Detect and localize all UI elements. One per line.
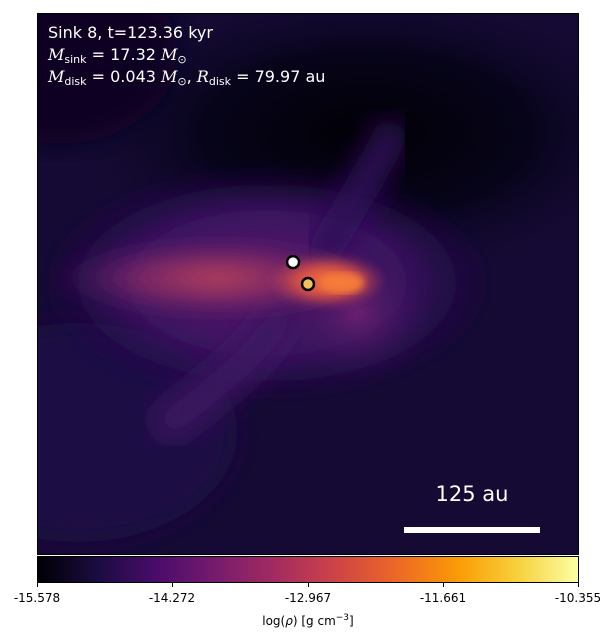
density-map-panel: Sink 8, t=123.36 kyr Msink = 17.32 M⊙ Md… — [37, 13, 579, 555]
colorbar-tick-label: -11.661 — [419, 591, 467, 605]
upper-left-void — [38, 14, 178, 144]
disk-mass-value: = 0.043 — [91, 67, 156, 86]
colorbar-tick-label: -14.272 — [148, 591, 196, 605]
scale-bar-line — [404, 527, 540, 533]
colorbar-tick — [172, 583, 173, 587]
colorbar-tick — [308, 583, 309, 587]
sink-mass-value: = 17.32 — [91, 45, 156, 64]
colorbar-tick-label: -15.578 — [13, 591, 61, 605]
density-map — [38, 14, 578, 554]
colorbar — [37, 556, 579, 583]
sink-particle-marker — [285, 254, 301, 270]
colorbar-tick — [37, 583, 38, 587]
colorbar-tick-label: -12.967 — [284, 591, 332, 605]
colorbar-tick-label: -10.355 — [554, 591, 602, 605]
colorbar-label: log(ρ) [g cm−3] — [262, 613, 354, 628]
companion-sink-marker — [300, 276, 316, 292]
sink-title: Sink 8, t=123.36 kyr — [48, 23, 213, 42]
disk-radius-value: = 79.97 au — [236, 67, 326, 86]
colorbar-tick — [443, 583, 444, 587]
colorbar-tick — [578, 583, 579, 587]
disk-hot-spot — [319, 273, 364, 293]
scale-bar: 125 au — [404, 482, 540, 542]
disk-properties-line: Mdisk = 0.043 M⊙, Rdisk = 79.97 au — [48, 67, 326, 88]
sink-mass-line: Msink = 17.32 M⊙ — [48, 45, 187, 66]
scale-bar-label: 125 au — [435, 482, 509, 506]
